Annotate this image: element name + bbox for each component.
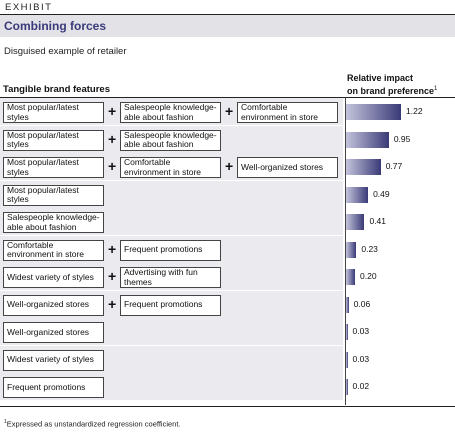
impact-bar (346, 104, 401, 120)
feature-box: Advertising with fun themes (120, 267, 221, 288)
plus-icon: + (108, 240, 117, 257)
feature-box: Comfortable environment in store (120, 157, 221, 178)
impact-bar (346, 159, 381, 175)
plus-icon: + (225, 103, 234, 119)
impact-value-label: 0.06 (353, 298, 371, 309)
impact-value-label: 0.23 (361, 243, 378, 254)
footnote: 1Expressed as unstandardized regression … (4, 419, 181, 429)
feature-box: Well-organized stores (3, 294, 104, 316)
impact-bar (346, 214, 365, 230)
impact-bar (346, 351, 348, 368)
impact-bar (346, 379, 348, 395)
impact-value-label: 0.49 (373, 188, 390, 199)
baseline-axis (345, 97, 346, 405)
impact-header-line2: on brand preference (347, 86, 435, 96)
plus-icon: + (225, 158, 234, 174)
plus-icon: + (108, 295, 117, 312)
feature-box: Well-organized stores (3, 322, 104, 343)
footnote-text: Expressed as unstandardized regression c… (6, 419, 181, 429)
feature-box: Most popular/latest styles (3, 129, 104, 151)
chart-row: Frequent promotions 0.02 (0, 373, 455, 400)
impact-header-line1: Relative impact (347, 73, 414, 83)
chart-row: Well-organized stores + Frequent promotion… (0, 290, 455, 318)
chart-row: Most popular/latest styles + Salespeople k… (0, 125, 455, 153)
impact-bar (346, 241, 357, 258)
impact-bar (346, 324, 348, 340)
exhibit-label: EXHIBIT (5, 2, 53, 13)
impact-value-label: 0.03 (352, 353, 370, 364)
impact-value-label: 0.95 (393, 133, 411, 144)
impact-bar (346, 269, 356, 285)
feature-box: Most popular/latest styles (3, 102, 104, 123)
impact-value-label: 0.03 (352, 326, 370, 336)
plus-icon: + (108, 268, 117, 284)
impact-value-label: 0.77 (385, 161, 403, 171)
feature-box: Comfortable environment in store (237, 102, 338, 123)
feature-box: Most popular/latest styles (3, 157, 104, 178)
footnote-mark: 1 (4, 419, 7, 425)
chart-subtitle: Disguised example of retailer (4, 46, 127, 57)
plus-icon: + (108, 158, 117, 174)
chart-row: Comfortable environment in store + Frequen… (0, 235, 455, 263)
impact-bar (346, 296, 349, 313)
feature-box: Most popular/latest styles (3, 184, 104, 206)
chart-row: Most popular/latest styles 0.49 (0, 180, 455, 208)
impact-column-header: Relative impact on brand preference1 (347, 73, 437, 97)
feature-box: Salespeople knowledge-able about fashion (120, 102, 221, 123)
chart-row: Salespeople knowledge-able about fashion… (0, 208, 455, 235)
impact-bar (346, 186, 369, 203)
feature-box: Comfortable environment in store (3, 239, 104, 261)
feature-box: Widest variety of styles (3, 349, 104, 371)
chart-row: Well-organized stores 0.03 (0, 318, 455, 345)
chart-row: Most popular/latest styles + Comfortable e… (0, 153, 455, 180)
impact-bar (346, 131, 389, 148)
impact-value-label: 0.20 (360, 271, 377, 281)
impact-value-label: 0.02 (352, 381, 370, 391)
impact-value-label: 0.41 (369, 216, 387, 226)
title-band: Combining forces (0, 15, 455, 37)
feature-box: Frequent promotions (120, 294, 221, 316)
impact-value-label: 1.22 (406, 106, 423, 116)
chart-title: Combining forces (4, 19, 107, 33)
chart-row: Widest variety of styles + Advertising wit… (0, 263, 455, 290)
header-rule (0, 97, 455, 98)
features-column-header: Tangible brand features (3, 84, 110, 95)
plus-icon: + (108, 130, 117, 147)
impact-header-footnote-mark: 1 (434, 86, 438, 92)
feature-box: Frequent promotions (3, 377, 104, 398)
feature-box: Salespeople knowledge-able about fashion (3, 212, 104, 233)
plus-icon: + (108, 103, 117, 119)
bottom-rule (0, 406, 455, 407)
feature-box: Widest variety of styles (3, 267, 104, 288)
feature-box: Salespeople knowledge-able about fashion (120, 129, 221, 151)
chart-row: Widest variety of styles 0.03 (0, 345, 455, 373)
top-rule (0, 14, 455, 15)
chart-row: Most popular/latest styles + Salespeople k… (0, 98, 455, 125)
feature-box: Well-organized stores (237, 157, 338, 178)
feature-box: Frequent promotions (120, 239, 221, 261)
